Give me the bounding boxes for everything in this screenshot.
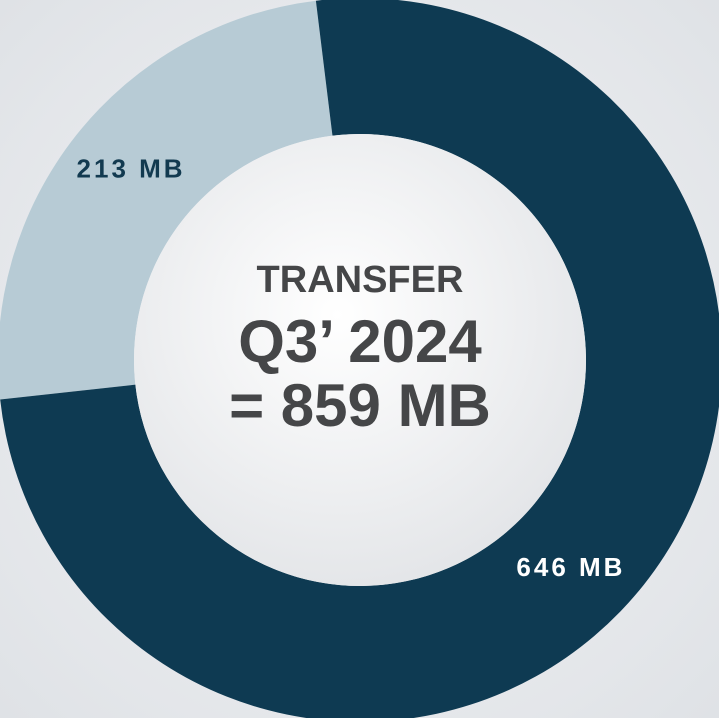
donut-segment bbox=[0, 0, 333, 400]
center-title-line: = 859 MB bbox=[229, 372, 491, 439]
center-title-line: Q3’ 2024 bbox=[238, 308, 482, 375]
value-labels: 213 MB 646 MB bbox=[77, 154, 625, 582]
center-title-line: TRANSFER bbox=[257, 259, 464, 301]
center-text: TRANSFER Q3’ 2024= 859 MB bbox=[229, 259, 491, 439]
donut-hole bbox=[134, 134, 586, 586]
value-label: 646 MB bbox=[516, 552, 625, 582]
value-label: 213 MB bbox=[77, 154, 186, 184]
